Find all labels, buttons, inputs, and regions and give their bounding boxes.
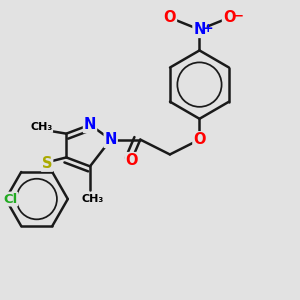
Text: Cl: Cl bbox=[3, 193, 17, 206]
Text: S: S bbox=[42, 156, 52, 171]
Text: +: + bbox=[202, 22, 213, 34]
Text: O: O bbox=[193, 132, 206, 147]
Text: N: N bbox=[104, 132, 117, 147]
Text: −: − bbox=[233, 10, 244, 23]
Text: O: O bbox=[223, 10, 235, 25]
Text: N: N bbox=[193, 22, 206, 37]
Text: N: N bbox=[84, 117, 96, 132]
Text: O: O bbox=[164, 10, 176, 25]
Text: CH₃: CH₃ bbox=[82, 194, 104, 204]
Text: O: O bbox=[125, 153, 138, 168]
Text: CH₃: CH₃ bbox=[30, 122, 52, 132]
